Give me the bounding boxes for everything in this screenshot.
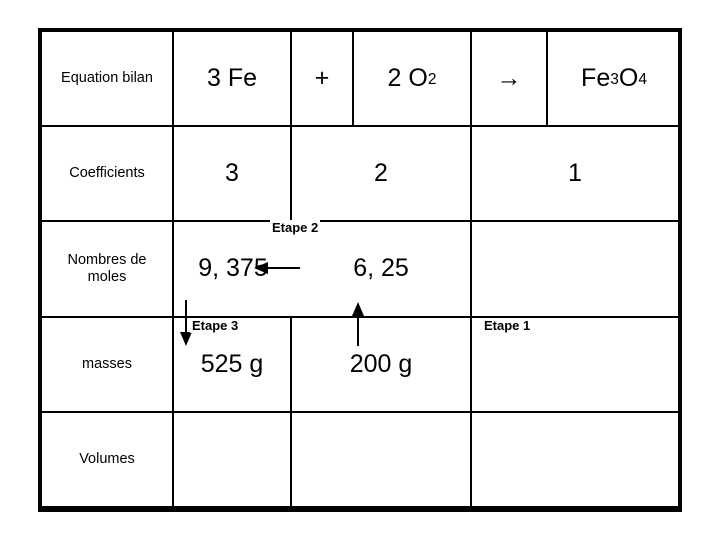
moles-3 (472, 222, 680, 317)
coeff-1: 3 (174, 127, 292, 222)
vol-3 (472, 413, 680, 508)
equation-plus: + (292, 32, 354, 127)
moles-1: 9, 375 (174, 222, 292, 317)
label-coefficients: Coefficients (42, 127, 174, 222)
label-masses: masses (42, 318, 174, 413)
etape-3-label: Etape 3 (190, 318, 240, 333)
equation-arrow: → (472, 32, 548, 127)
stoichiometry-table: Equation bilan 3 Fe + 2 O2 → Fe3O4 Coeff… (38, 28, 682, 512)
etape-1-label: Etape 1 (482, 318, 532, 333)
label-volumes: Volumes (42, 413, 174, 508)
coeff-3: 1 (472, 127, 680, 222)
equation-reactant1: 3 Fe (174, 32, 292, 127)
vol-2 (292, 413, 472, 508)
moles-2: 6, 25 (292, 222, 472, 317)
label-equation: Equation bilan (42, 32, 174, 127)
etape-2-label: Etape 2 (270, 220, 320, 235)
vol-1 (174, 413, 292, 508)
equation-reactant2: 2 O2 (354, 32, 472, 127)
equation-product: Fe3O4 (548, 32, 680, 127)
coeff-2: 2 (292, 127, 472, 222)
label-moles: Nombres de moles (42, 222, 174, 317)
mass-2: 200 g (292, 318, 472, 413)
